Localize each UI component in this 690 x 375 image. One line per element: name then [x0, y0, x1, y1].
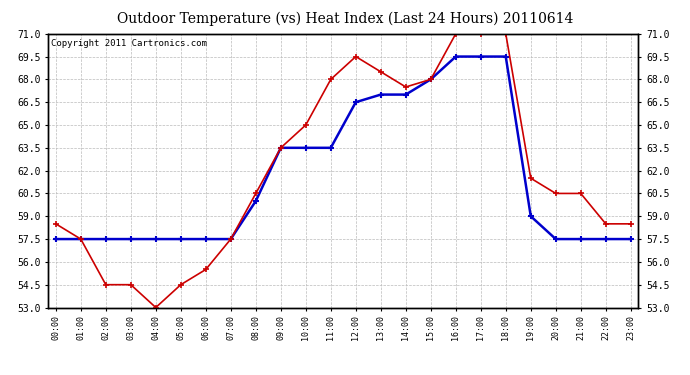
- Text: Outdoor Temperature (vs) Heat Index (Last 24 Hours) 20110614: Outdoor Temperature (vs) Heat Index (Las…: [117, 11, 573, 26]
- Text: Copyright 2011 Cartronics.com: Copyright 2011 Cartronics.com: [51, 39, 207, 48]
